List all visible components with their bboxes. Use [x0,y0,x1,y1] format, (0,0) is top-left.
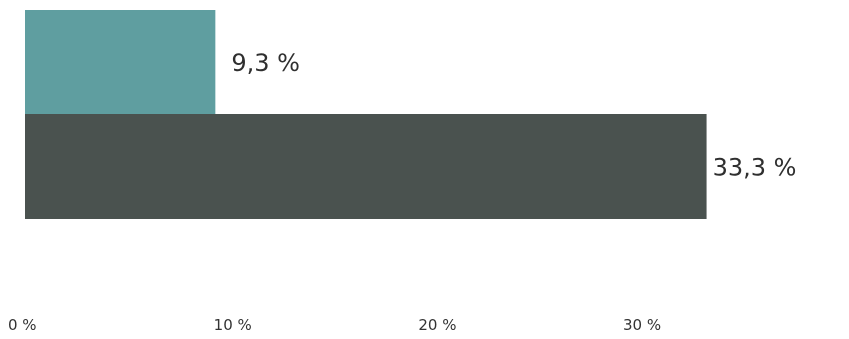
value-labels-layer: 9,3 % 33,3 % [231,49,796,182]
x-axis: 0 % 10 % 20 % 30 % [8,316,661,334]
x-tick-label-10: 10 % [214,316,252,334]
bar-value-label-2: 33,3 % [713,154,797,182]
x-tick-label-0: 0 % [8,316,37,334]
x-tick-label-30: 30 % [623,316,661,334]
bar-value-label-1: 9,3 % [231,49,300,77]
bar-1 [25,10,216,114]
bars-layer [25,10,707,219]
x-tick-label-20: 20 % [418,316,456,334]
bar-2 [25,114,707,219]
